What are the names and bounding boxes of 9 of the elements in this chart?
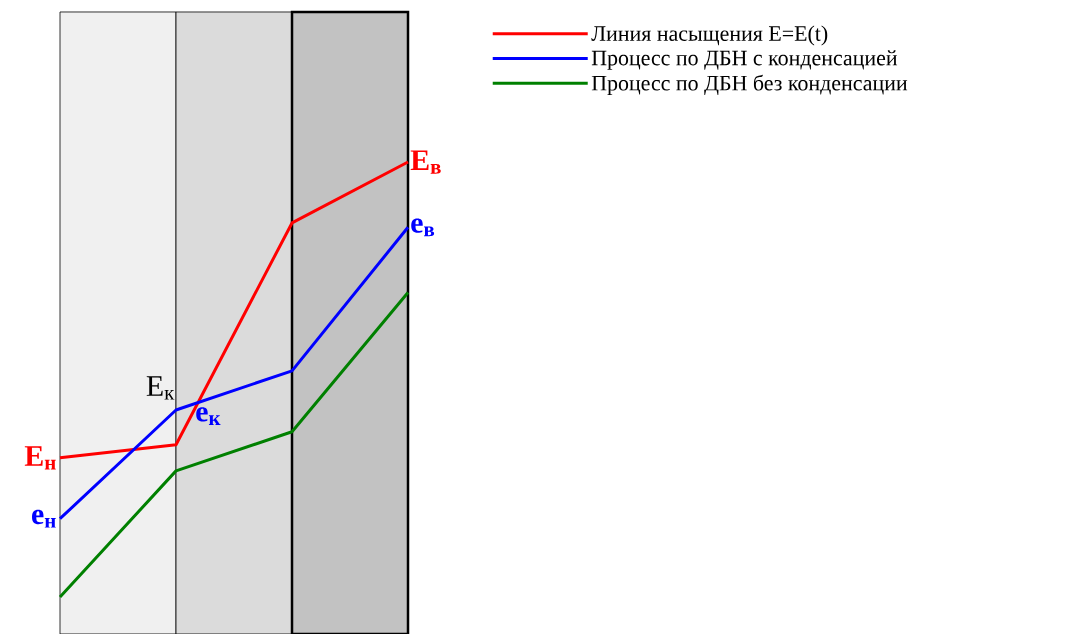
annotation: e$_{н}$ xyxy=(32,509,56,528)
annotation: E$_{в}$ xyxy=(410,150,441,174)
annotation: E$_{к}$ xyxy=(146,376,175,400)
annotation: E$_{н}$ xyxy=(24,446,56,470)
annotation: e$_{в}$ xyxy=(411,218,435,237)
annotation: e$_{к}$ xyxy=(196,407,221,425)
legend-label: Линия насыщения E=E(t) xyxy=(591,25,828,46)
legend-label: Процесс по ДБН без конденсации xyxy=(591,74,908,96)
legend-label: Процесс по ДБН с конденсацией xyxy=(591,50,898,70)
